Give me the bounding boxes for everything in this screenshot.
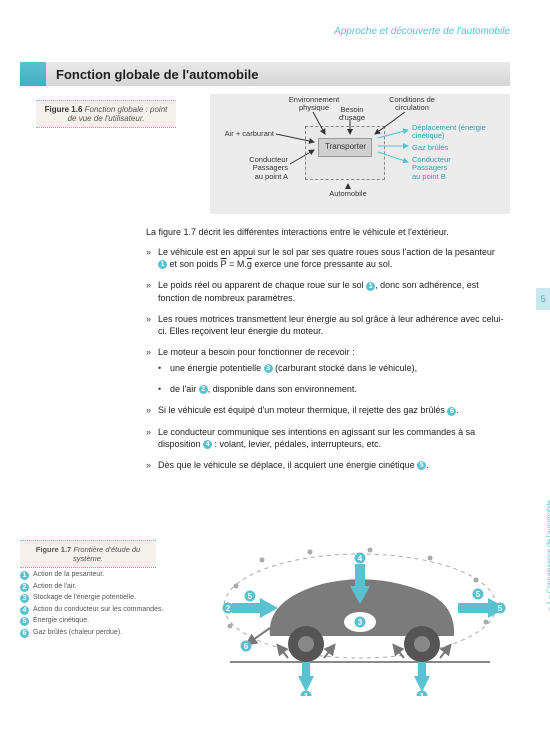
- callout-badge-5: 5: [20, 617, 29, 626]
- bullet-item: Le poids réel ou apparent de chaque roue…: [146, 279, 506, 303]
- callout-badge-2: 2: [199, 385, 208, 394]
- callout-badge-5: 5: [417, 461, 426, 470]
- callout-badge-6: 6: [20, 629, 29, 638]
- sub-bullet-item: une énergie potentielle 3 (carburant sto…: [158, 362, 506, 374]
- sub-bullet-item: de l'air 2, disponible dans son environn…: [158, 383, 506, 395]
- bullet-item: Le conducteur communique ses intentions …: [146, 426, 506, 450]
- svg-text:5: 5: [248, 592, 253, 601]
- svg-text:5: 5: [476, 590, 481, 599]
- figure-1-7-diagram: 1 1 2 3 4 5 5 5 6: [210, 536, 510, 686]
- figure-1-7-label: Figure 1.7: [36, 545, 71, 554]
- intro-paragraph: La figure 1.7 décrit les différentes int…: [146, 226, 506, 238]
- section-title: Fonction globale de l'automobile: [46, 67, 258, 82]
- section-title-accent: [20, 62, 46, 86]
- figure-1-7-desc: Frontière d'étude du système.: [73, 545, 140, 563]
- callout-badge-2: 2: [20, 583, 29, 592]
- figure-1-7-legend: 1 Action de la pesanteur. 2 Action de l'air…: [20, 570, 170, 639]
- figure-1-6-desc: Fonction globale : point de vue de l'uti…: [68, 105, 168, 123]
- callout-badge-3: 3: [20, 594, 29, 603]
- callout-badge-1: 1: [158, 260, 167, 269]
- figure-1-6-diagram: Transporter Environnement physique Besoi…: [210, 94, 510, 214]
- svg-text:5: 5: [498, 604, 503, 613]
- legend-text: Action de l'air.: [33, 582, 76, 593]
- page-number-tab: 5: [536, 288, 550, 310]
- legend-text: Stockage de l'énergie potentielle.: [33, 593, 136, 604]
- bullet-item: Si le véhicule est équipé d'un moteur th…: [146, 404, 506, 416]
- legend-row: 1 Action de la pesanteur.: [20, 570, 170, 581]
- figure-1-7-caption: Figure 1.7 Frontière d'étude du système.: [20, 540, 156, 568]
- body-text: La figure 1.7 décrit les différentes int…: [146, 226, 506, 480]
- svg-text:3: 3: [358, 618, 363, 627]
- legend-text: Action de la pesanteur.: [33, 570, 104, 581]
- running-header: Approche et découverte de l'automobile: [334, 26, 510, 37]
- svg-text:1: 1: [420, 692, 425, 696]
- callout-badge-4: 4: [203, 440, 212, 449]
- legend-row: 6 Gaz brûlés (chaleur perdue).: [20, 628, 170, 639]
- legend-row: 5 Énergie cinétique.: [20, 616, 170, 627]
- callout-badge-1: 1: [366, 282, 375, 291]
- callout-badge-1: 1: [20, 571, 29, 580]
- legend-row: 3 Stockage de l'énergie potentielle.: [20, 593, 170, 604]
- figure-1-6-caption: Figure 1.6 Fonction globale : point de v…: [36, 100, 176, 128]
- callout-badge-6: 6: [447, 407, 456, 416]
- callout-badge-4: 4: [20, 606, 29, 615]
- section-title-bar: Fonction globale de l'automobile: [20, 62, 510, 86]
- bullet-item: Dès que le véhicule se déplace, il acqui…: [146, 459, 506, 471]
- legend-text: Énergie cinétique.: [33, 616, 89, 627]
- bullet-item: Le moteur a besoin pour fonctionner de r…: [146, 346, 506, 395]
- bullet-item: Le véhicule est en appui sur le sol par …: [146, 246, 506, 270]
- svg-text:4: 4: [358, 554, 363, 563]
- legend-row: 4 Action du conducteur sur les commandes.: [20, 605, 170, 616]
- svg-text:6: 6: [244, 642, 249, 651]
- bullet-list: Le véhicule est en appui sur le sol par …: [146, 246, 506, 471]
- legend-row: 2 Action de l'air.: [20, 582, 170, 593]
- bullet-item: Les roues motrices transmettent leur éne…: [146, 313, 506, 337]
- figure-1-6-label: Figure 1.6: [45, 105, 83, 114]
- svg-text:1: 1: [304, 692, 309, 696]
- callout-badge-3: 3: [264, 364, 273, 373]
- svg-text:2: 2: [226, 604, 231, 613]
- legend-text: Action du conducteur sur les commandes.: [33, 605, 163, 616]
- legend-text: Gaz brûlés (chaleur perdue).: [33, 628, 122, 639]
